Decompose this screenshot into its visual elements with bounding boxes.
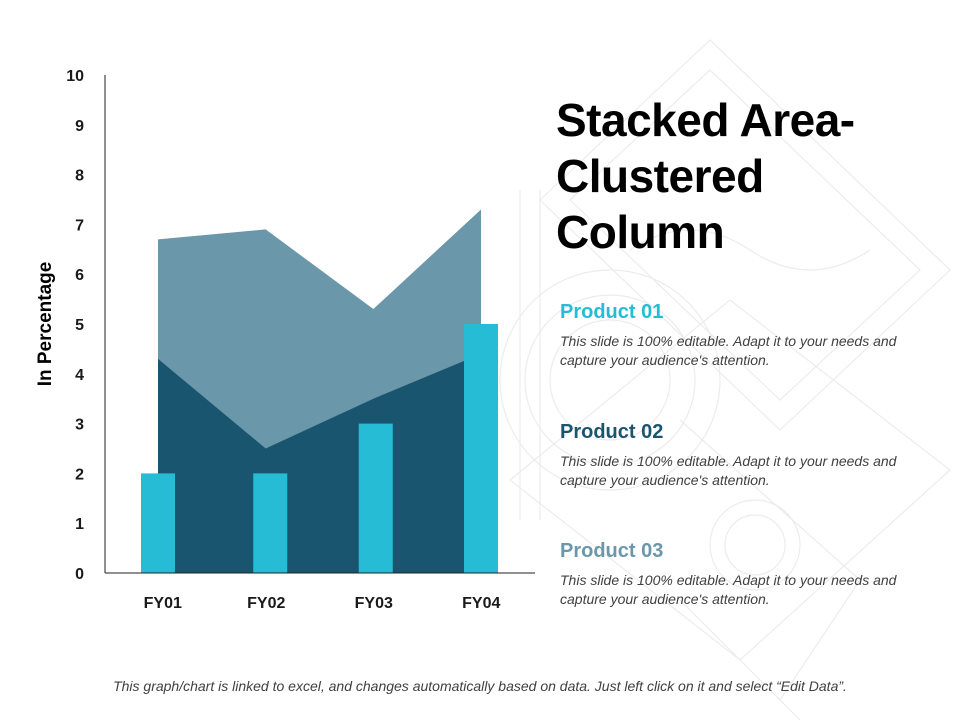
product-02-block: Product 02 This slide is 100% editable. …: [560, 420, 920, 490]
y-tick-label: 4: [75, 367, 84, 384]
x-tick-label: FY02: [247, 595, 285, 612]
column-bar-fy02: [253, 473, 288, 573]
y-tick-label: 1: [75, 516, 84, 533]
y-tick-label: 7: [75, 217, 84, 234]
footer-note: This graph/chart is linked to excel, and…: [113, 678, 847, 694]
product-03-name: Product 03: [560, 540, 664, 562]
product-02-description: This slide is 100% editable. Adapt it to…: [560, 453, 897, 488]
chart: 0 1 2 3 4 5 6 7 8 9 10 FY01 FY02 FY03 FY04 In Percent…: [35, 68, 535, 612]
x-tick-label: FY01: [144, 595, 182, 612]
product-03-description: This slide is 100% editable. Adapt it to…: [560, 572, 897, 607]
product-01-block: Product 01 This slide is 100% editable. …: [560, 300, 920, 370]
product-02-name: Product 02: [560, 421, 664, 443]
area-series-lower: [158, 353, 481, 573]
column-bar-fy03: [358, 423, 393, 573]
blueprint-background-art: [499, 39, 951, 720]
x-tick-label: FY03: [355, 595, 393, 612]
product-01-description: This slide is 100% editable. Adapt it to…: [560, 333, 897, 368]
slide-title: Stacked Area- Clustered Column: [556, 94, 855, 258]
x-tick-label: FY04: [462, 595, 500, 612]
y-axis-title: In Percentage: [35, 262, 56, 387]
product-03-block: Product 03 This slide is 100% editable. …: [560, 539, 920, 609]
y-tick-label: 10: [66, 68, 84, 85]
y-tick-label: 6: [75, 267, 84, 284]
product-01-name: Product 01: [560, 301, 664, 323]
y-tick-label: 8: [75, 168, 84, 185]
column-bar-fy04: [464, 324, 498, 573]
y-tick-label: 2: [75, 466, 84, 483]
y-tick-label: 3: [75, 417, 84, 434]
y-tick-label: 9: [75, 118, 84, 135]
column-bar-fy01: [141, 473, 175, 573]
y-tick-label: 0: [75, 566, 84, 583]
y-tick-label: 5: [75, 317, 84, 334]
